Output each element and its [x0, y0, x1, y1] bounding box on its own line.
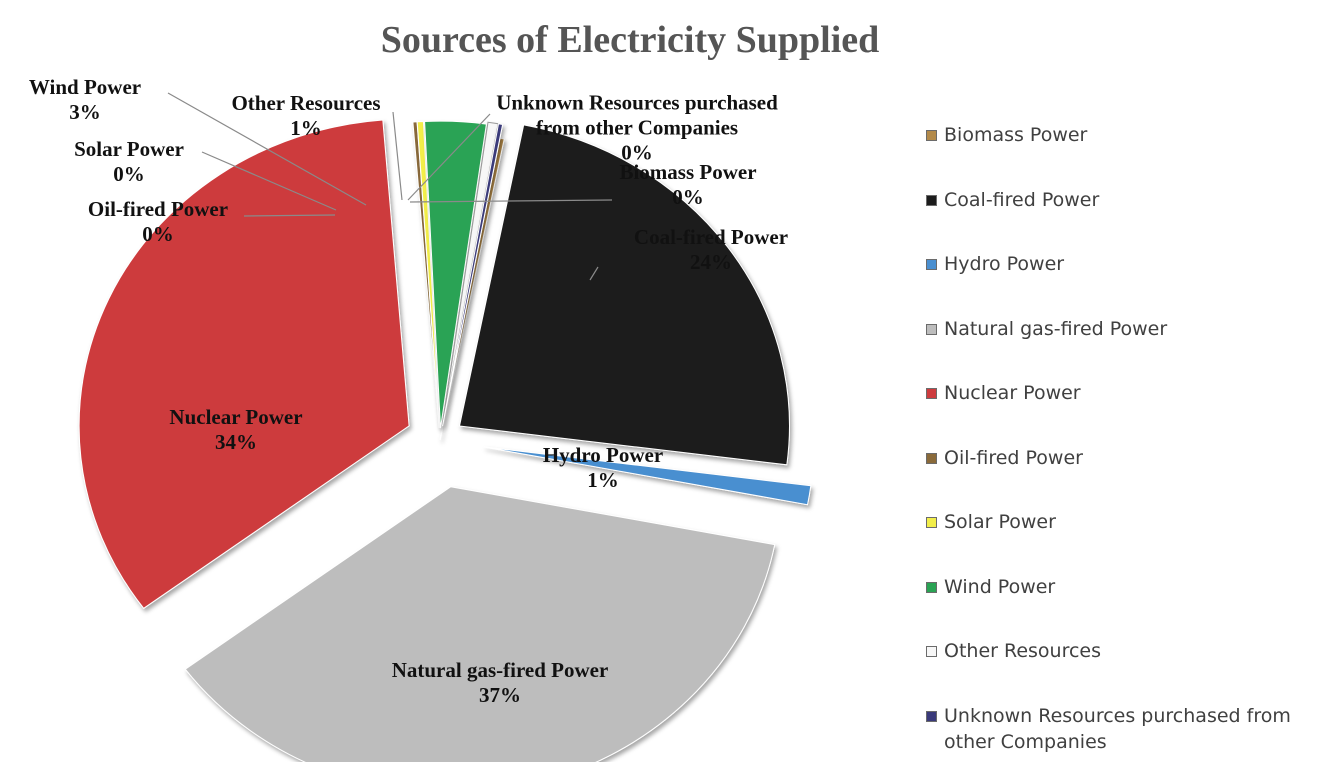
slice-label-percent: 0% [74, 162, 184, 187]
slice-label-name: Nuclear Power [169, 405, 302, 430]
slice-label-name: Solar Power [74, 137, 184, 162]
legend-item-solar-power: Solar Power [926, 509, 1326, 574]
leader-line-other-resources [393, 112, 402, 200]
legend-item-oil-fired-power: Oil-fired Power [926, 445, 1326, 510]
legend-swatch [926, 195, 937, 206]
legend-swatch [926, 324, 937, 335]
legend-item-unknown-resources-purchased-from-other-companies: Unknown Resources purchased from other C… [926, 703, 1326, 767]
slice-label-name-line2: from other Companies [496, 116, 778, 141]
legend-label: Solar Power [944, 511, 1056, 533]
slice-label-name: Other Resources [231, 91, 380, 116]
legend-label: Coal-fired Power [944, 189, 1099, 211]
legend: Biomass Power Coal-fired Power Hydro Power… [926, 122, 1326, 767]
slice-label-name: Coal-fired Power [634, 225, 788, 250]
pie-slice-nuclear-power [79, 120, 409, 608]
legend-item-hydro-power: Hydro Power [926, 251, 1326, 316]
slice-label-percent: 0% [88, 222, 228, 247]
slice-label-percent: 0% [496, 141, 778, 166]
slice-label-name: Wind Power [29, 75, 141, 100]
slice-label-name: Unknown Resources purchased [496, 91, 778, 116]
slice-label-percent: 34% [169, 430, 302, 455]
legend-label: Unknown Resources purchased from other C… [944, 705, 1291, 753]
legend-label: Wind Power [944, 576, 1055, 598]
legend-swatch [926, 259, 937, 270]
slice-label-name: Oil-fired Power [88, 197, 228, 222]
legend-label: Nuclear Power [944, 382, 1081, 404]
slice-label-percent: 1% [543, 468, 663, 493]
slice-label-name: Natural gas-fired Power [392, 658, 609, 683]
slice-label-percent: 3% [29, 100, 141, 125]
slice-label-percent: 0% [619, 185, 756, 210]
legend-label: Oil-fired Power [944, 447, 1083, 469]
legend-swatch [926, 582, 937, 593]
chart-title: Sources of Electricity Supplied [330, 18, 930, 62]
legend-item-wind-power: Wind Power [926, 574, 1326, 639]
legend-label: Hydro Power [944, 253, 1064, 275]
legend-item-natural-gas-fired-power: Natural gas-fired Power [926, 316, 1326, 381]
legend-swatch [926, 711, 937, 722]
legend-swatch [926, 646, 937, 657]
legend-swatch [926, 517, 937, 528]
legend-item-coal-fired-power: Coal-fired Power [926, 187, 1326, 252]
legend-item-other-resources: Other Resources [926, 638, 1326, 703]
legend-label: Natural gas-fired Power [944, 318, 1167, 340]
legend-item-biomass-power: Biomass Power [926, 122, 1326, 187]
legend-swatch [926, 453, 937, 464]
legend-item-nuclear-power: Nuclear Power [926, 380, 1326, 445]
slice-label-percent: 24% [634, 250, 788, 275]
slice-label-percent: 37% [392, 683, 609, 708]
legend-label: Biomass Power [944, 124, 1087, 146]
slice-label-percent: 1% [231, 116, 380, 141]
pie-slice-natural-gas-fired-power [185, 487, 774, 762]
legend-swatch [926, 130, 937, 141]
legend-label: Other Resources [944, 640, 1101, 662]
slice-label-name: Hydro Power [543, 443, 663, 468]
legend-swatch [926, 388, 937, 399]
